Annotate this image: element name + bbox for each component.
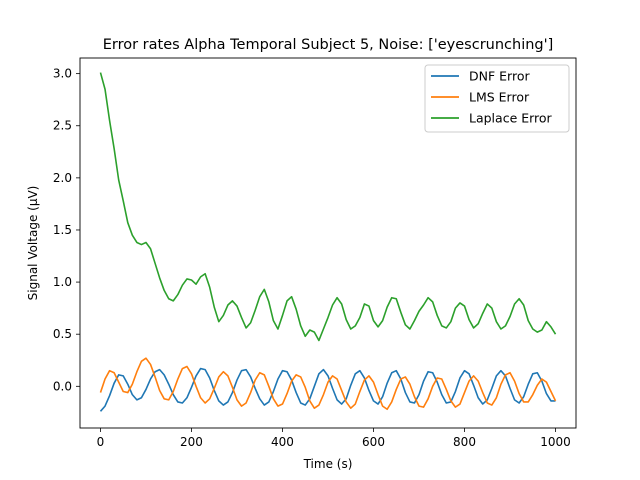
x-axis: 0 200 400 600 800 1000 — [97, 428, 571, 449]
legend-label: Laplace Error — [469, 111, 553, 126]
y-tick-label: 0.5 — [53, 327, 72, 341]
series-line-laplace-error — [99, 72, 557, 342]
x-axis-label: Time (s) — [303, 457, 353, 471]
y-axis-label: Signal Voltage (μV) — [26, 186, 40, 301]
legend-label: DNF Error — [469, 69, 530, 84]
legend: DNF Error LMS Error Laplace Error — [424, 64, 570, 133]
plot-series — [99, 72, 557, 412]
legend-box — [424, 64, 570, 133]
axes-frame — [79, 57, 577, 429]
y-tick-label: 1.0 — [53, 275, 72, 289]
chart-title: Error rates Alpha Temporal Subject 5, No… — [103, 37, 554, 53]
y-tick-label: 3.0 — [53, 67, 72, 81]
y-axis: 0.0 0.5 1.0 1.5 2.0 2.5 3.0 — [53, 67, 80, 393]
y-tick-label: 0.0 — [53, 379, 72, 393]
y-tick-label: 1.5 — [53, 223, 72, 237]
x-tick-label: 600 — [362, 435, 385, 449]
x-tick-label: 0 — [97, 435, 105, 449]
series-line-lms-error — [99, 357, 557, 411]
x-tick-label: 200 — [180, 435, 203, 449]
y-tick-label: 2.0 — [53, 171, 72, 185]
series-line-dnf-error — [99, 367, 556, 412]
y-tick-label: 2.5 — [53, 119, 72, 133]
x-tick-label: 800 — [453, 435, 476, 449]
x-tick-label: 400 — [271, 435, 294, 449]
x-tick-label: 1000 — [540, 435, 571, 449]
legend-label: LMS Error — [469, 90, 530, 105]
